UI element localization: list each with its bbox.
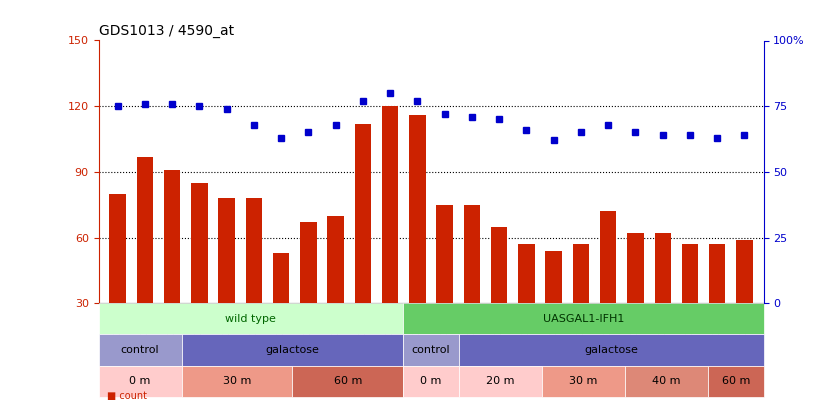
Bar [382,106,398,369]
Text: galactose: galactose [585,345,638,355]
Text: control: control [121,345,159,355]
Bar [518,244,534,369]
FancyBboxPatch shape [542,366,625,397]
Text: GDS1013 / 4590_at: GDS1013 / 4590_at [99,24,234,38]
Bar [218,198,235,369]
FancyBboxPatch shape [99,335,181,366]
Bar [464,205,480,369]
Bar [328,216,344,369]
Bar [437,205,453,369]
Text: ■ count: ■ count [107,391,147,401]
Bar [164,170,181,369]
FancyBboxPatch shape [459,335,764,366]
Text: 30 m: 30 m [222,376,251,386]
Text: 40 m: 40 m [653,376,681,386]
Bar [191,183,208,369]
Text: 0 m: 0 m [130,376,151,386]
FancyBboxPatch shape [181,366,292,397]
Bar [273,253,289,369]
Bar [109,194,126,369]
Bar [600,211,617,369]
Text: 60 m: 60 m [333,376,362,386]
Bar [654,233,671,369]
FancyBboxPatch shape [459,366,542,397]
Bar [681,244,698,369]
Text: 0 m: 0 m [420,376,442,386]
FancyBboxPatch shape [292,366,403,397]
Text: UASGAL1-IFH1: UASGAL1-IFH1 [543,314,624,324]
FancyBboxPatch shape [99,366,181,397]
FancyBboxPatch shape [403,366,459,397]
Bar [573,244,589,369]
Text: galactose: galactose [265,345,319,355]
Bar [627,233,644,369]
FancyBboxPatch shape [403,335,459,366]
Bar [409,115,425,369]
FancyBboxPatch shape [99,303,403,335]
Bar [300,222,317,369]
Text: 30 m: 30 m [569,376,598,386]
Bar [491,227,507,369]
FancyBboxPatch shape [625,366,709,397]
Bar [136,157,153,369]
Bar [709,244,726,369]
Bar [736,240,753,369]
Bar [355,124,371,369]
FancyBboxPatch shape [709,366,764,397]
FancyBboxPatch shape [403,303,764,335]
Text: 60 m: 60 m [722,376,750,386]
Text: wild type: wild type [226,314,277,324]
Text: 20 m: 20 m [486,376,515,386]
FancyBboxPatch shape [181,335,403,366]
Bar [245,198,262,369]
Text: control: control [411,345,451,355]
Bar [545,251,562,369]
